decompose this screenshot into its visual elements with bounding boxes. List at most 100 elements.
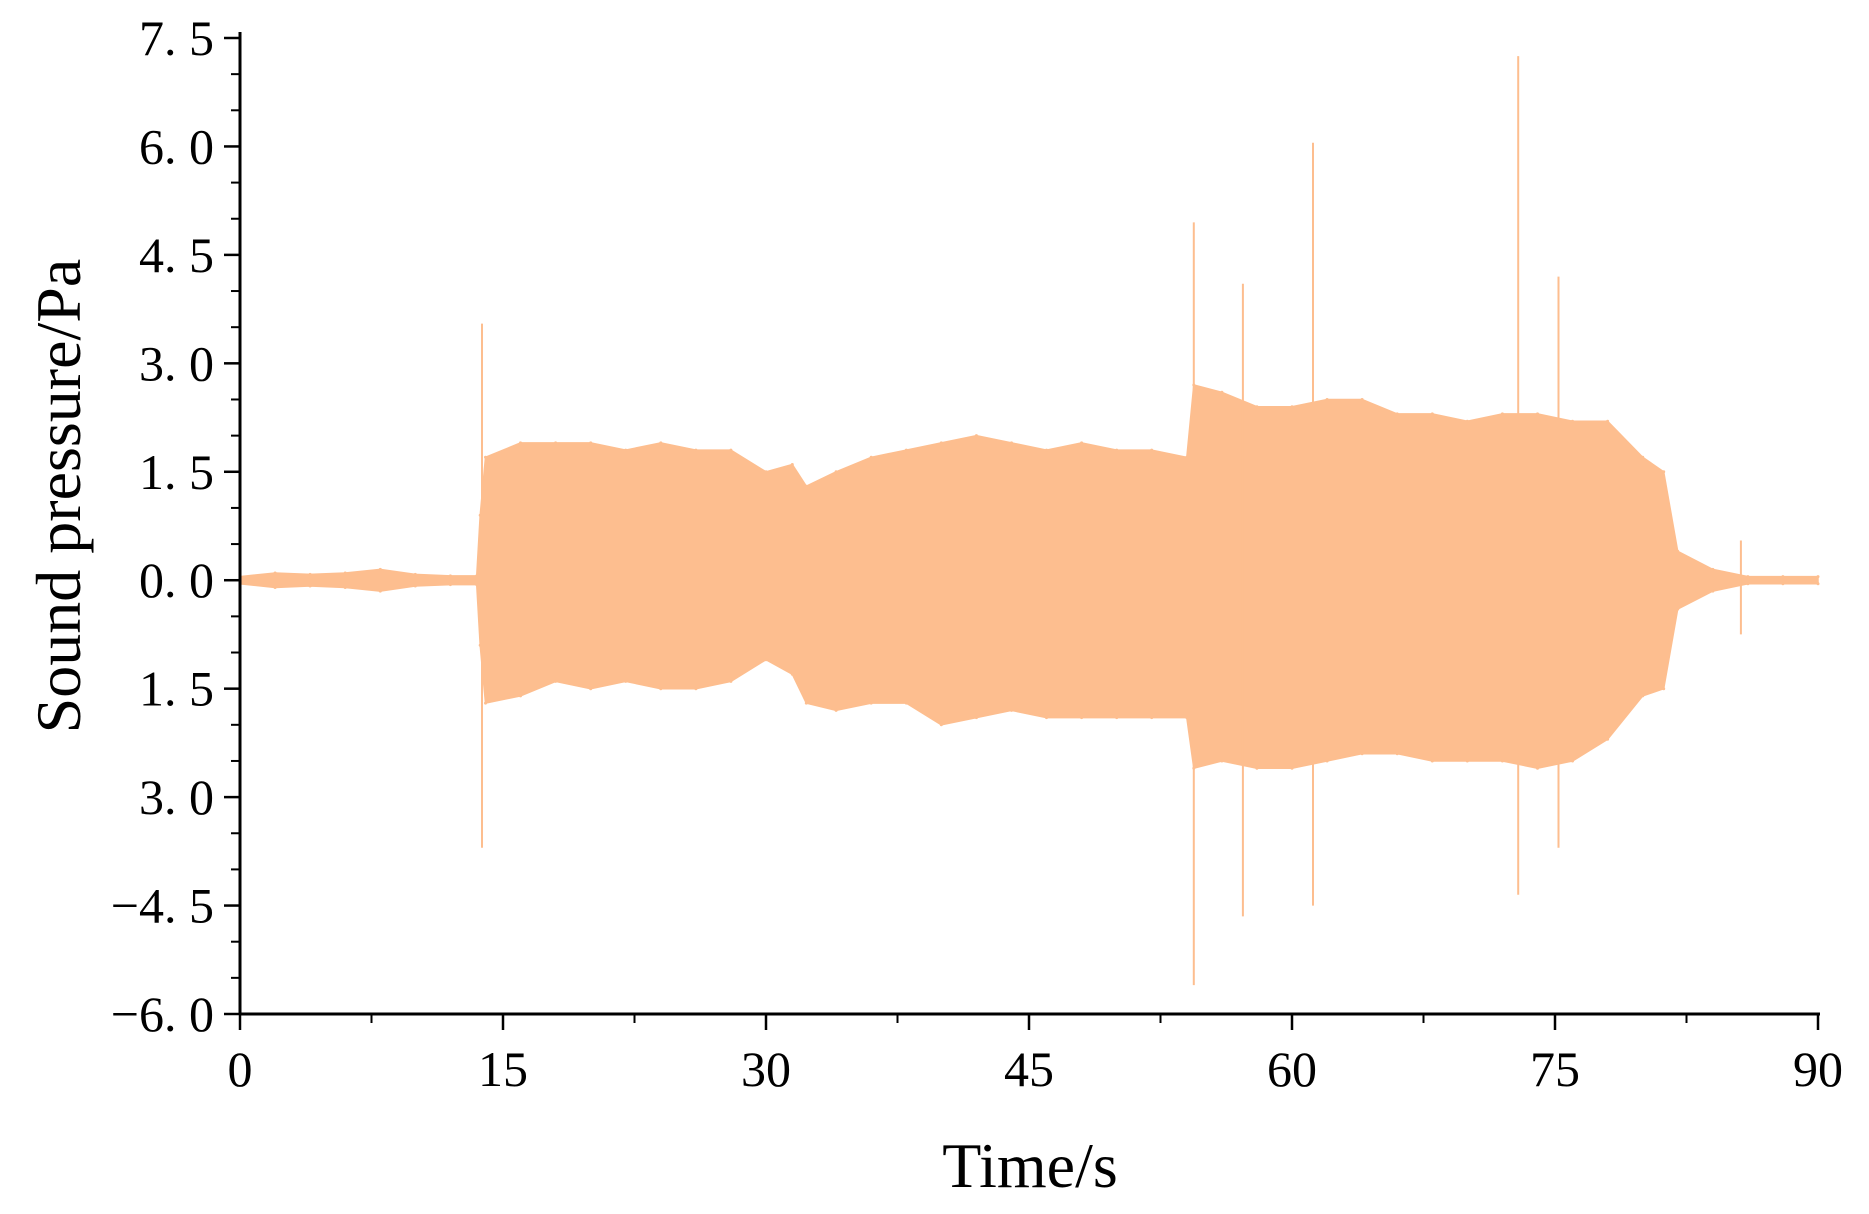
- series-0-point: [1746, 575, 1750, 579]
- series-0-point: [1465, 419, 1469, 423]
- series-0-point: [1606, 737, 1610, 741]
- series-0-point: [1395, 412, 1399, 416]
- series-0-point: [1662, 470, 1666, 474]
- y-tick-label: −4. 5: [111, 878, 214, 934]
- series-0-point: [694, 687, 698, 691]
- series-0-point: [1395, 752, 1399, 756]
- plot-area: [238, 56, 1820, 986]
- series-0-point: [1255, 405, 1259, 409]
- series-0-point: [1255, 766, 1259, 770]
- series-0-point: [1325, 398, 1329, 401]
- series-0-point: [1816, 582, 1820, 586]
- y-axis-title: Sound pressure/Pa: [23, 259, 94, 734]
- y-tick-label: 3. 0: [139, 769, 214, 825]
- y-tick-label: 3. 0: [139, 335, 214, 391]
- series-0-point: [519, 441, 522, 445]
- series-0-point: [974, 716, 978, 720]
- series-0-point: [1746, 582, 1750, 586]
- series-0-point: [1150, 448, 1154, 452]
- series-0-point: [1676, 549, 1680, 553]
- series-0-point: [1500, 412, 1504, 416]
- series-0-point: [308, 572, 312, 576]
- series-0-point: [1185, 716, 1189, 720]
- series-0-point: [343, 586, 347, 589]
- series-0-point: [869, 701, 873, 705]
- series-0-point: [1662, 687, 1666, 691]
- series-0-point: [904, 701, 908, 705]
- series-0-point: [939, 441, 943, 445]
- series-0-point: [1080, 441, 1084, 445]
- series-0-point: [308, 584, 312, 588]
- series-0-point: [448, 574, 452, 578]
- series-0-point: [554, 679, 558, 683]
- x-tick-label: 90: [1793, 1041, 1843, 1097]
- series-0-point: [659, 441, 663, 445]
- x-tick-label: 75: [1530, 1041, 1580, 1097]
- series-0-point: [478, 643, 482, 647]
- series-0-point: [1185, 455, 1189, 459]
- series-0-point: [1781, 582, 1785, 586]
- series-0-point: [1676, 607, 1680, 611]
- series-0-point: [343, 571, 347, 575]
- series-0-point: [974, 434, 978, 438]
- series-0-point: [1430, 412, 1434, 416]
- y-tick-label: 6. 0: [139, 118, 214, 174]
- series-0-point: [484, 701, 487, 705]
- series-0-point: [1290, 405, 1294, 409]
- series-0-point: [1465, 759, 1469, 763]
- x-tick-label: 60: [1267, 1041, 1317, 1097]
- series-0-point: [1010, 441, 1013, 445]
- series-0-point: [1430, 759, 1434, 763]
- series-0-point: [413, 572, 417, 576]
- series-0-point: [1045, 448, 1048, 452]
- series-0-point: [1290, 766, 1294, 770]
- series-0-point: [1360, 398, 1364, 401]
- series-0-point: [478, 513, 482, 517]
- series-0-point: [764, 470, 768, 474]
- series-0-point: [589, 441, 593, 445]
- series-0-point: [729, 448, 733, 452]
- axes: 0 15 30 45 60 75 90 7. 5 6. 0 4. 5 3. 0 1. 5 0. 0 1. …: [111, 10, 1843, 1097]
- x-tick-label: 30: [741, 1041, 791, 1097]
- series-0-point: [1220, 390, 1224, 394]
- x-tick-label: 15: [478, 1041, 528, 1097]
- series-0-point: [413, 584, 417, 588]
- series-0-point: [1150, 716, 1154, 720]
- series-0-point: [764, 658, 768, 662]
- series-0-point: [1325, 759, 1329, 763]
- series-0-point: [1536, 766, 1539, 770]
- series-0-point: [624, 679, 628, 683]
- series-0-point: [378, 567, 382, 571]
- series-0-point: [484, 455, 487, 459]
- y-tick-label: 7. 5: [139, 10, 214, 66]
- series-0-point: [1571, 419, 1574, 423]
- x-tick-label: 45: [1004, 1041, 1054, 1097]
- series-0-point: [273, 586, 277, 589]
- series-0-point: [1360, 752, 1364, 756]
- series-0-point: [1711, 589, 1715, 593]
- series-0-point: [834, 470, 838, 474]
- series-0-point: [790, 672, 794, 676]
- series-0-point: [939, 723, 943, 727]
- series-0-point: [1115, 716, 1119, 720]
- series-0-point: [790, 463, 794, 466]
- series-0-point: [1045, 716, 1048, 720]
- series-0-point: [448, 583, 452, 587]
- series-0-point: [475, 574, 479, 578]
- series-0-point: [1781, 575, 1785, 579]
- series-0-point: [904, 448, 908, 452]
- series-0-point: [1571, 759, 1574, 763]
- series-0-point: [589, 687, 593, 691]
- series-0-point: [869, 455, 873, 459]
- series-0-point: [519, 694, 522, 698]
- series-0-point: [834, 708, 838, 712]
- series-0-point: [1536, 412, 1539, 416]
- series-0-point: [729, 679, 733, 683]
- y-tick-label: 1. 5: [139, 444, 214, 500]
- series-0-point: [554, 441, 558, 445]
- y-tick-label: 1. 5: [139, 661, 214, 717]
- series-0-point: [804, 484, 808, 488]
- series-0-point: [1500, 759, 1504, 763]
- series-0-point: [1816, 575, 1820, 579]
